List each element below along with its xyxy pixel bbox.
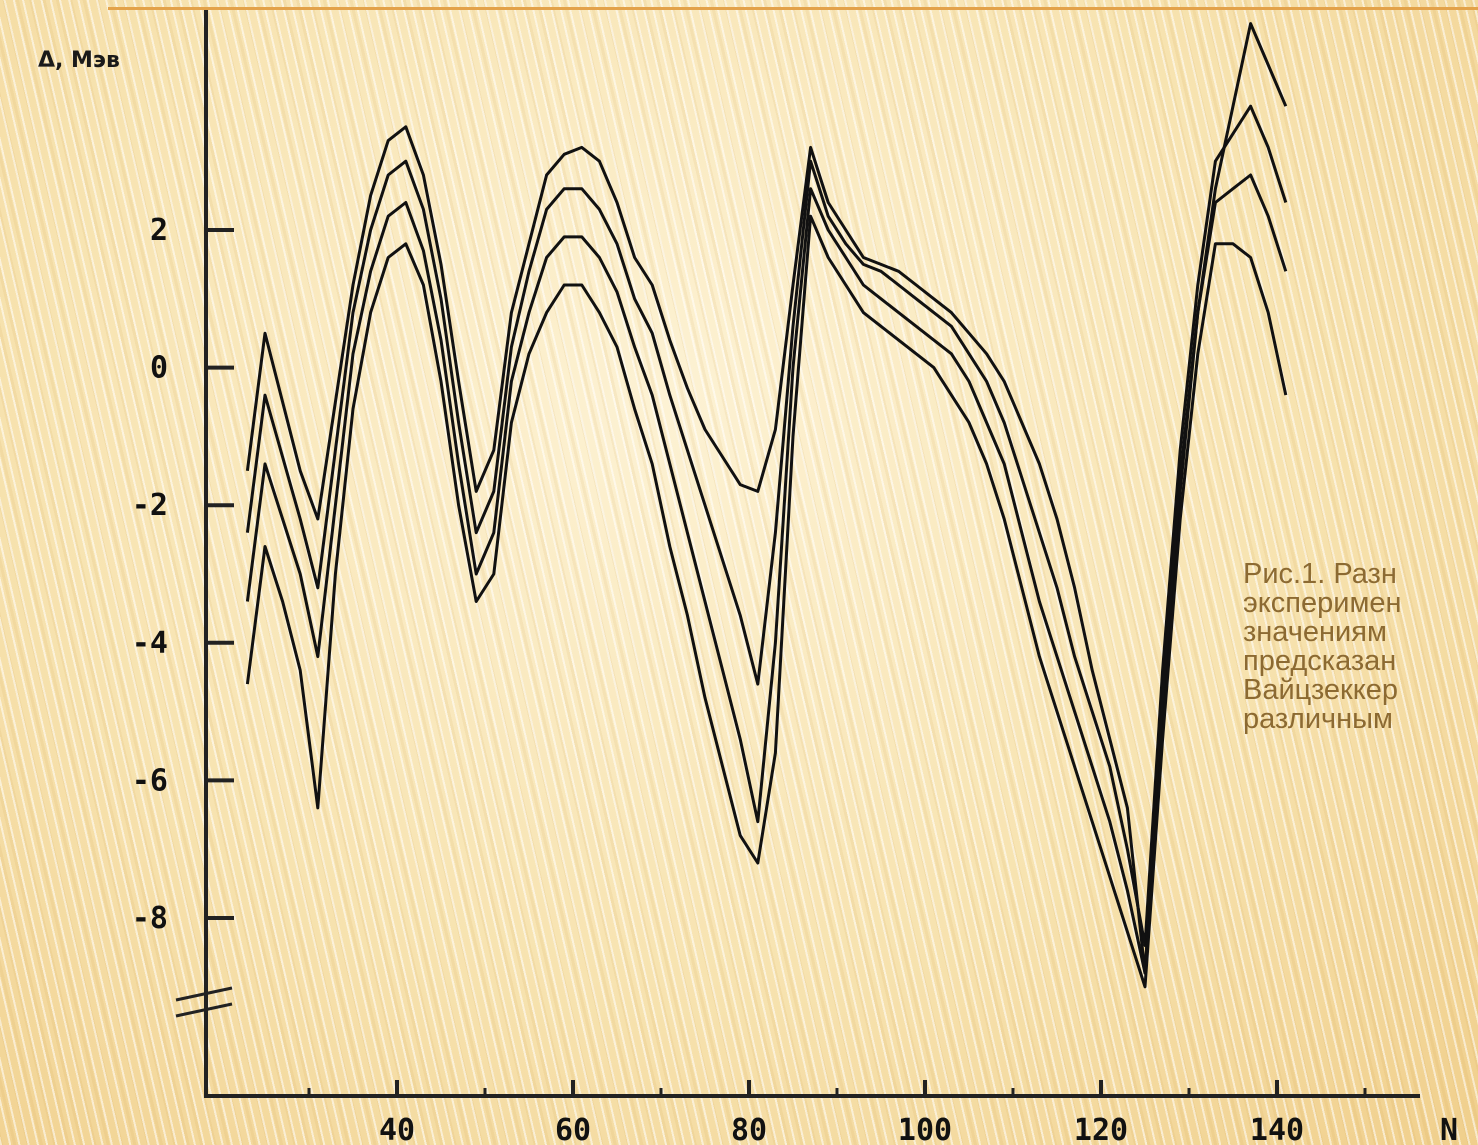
caption-line: предсказан — [1243, 645, 1397, 677]
y-tick-label: 2 — [150, 213, 168, 248]
chart-axes — [175, 10, 1420, 1098]
axis-break-mark — [175, 986, 233, 1002]
top-accent-rule — [108, 7, 1478, 10]
caption-line: Вайцзеккер — [1243, 674, 1399, 706]
series-line — [245, 22, 1288, 975]
x-tick-label: 140 — [1250, 1113, 1304, 1145]
y-tick-label: -4 — [132, 626, 168, 661]
series-line — [245, 214, 1288, 989]
y-tick-label: -6 — [132, 763, 168, 798]
x-tick-label: 100 — [898, 1113, 952, 1145]
axis-break-mark — [175, 1002, 233, 1018]
caption-line: Рис.1. Разн — [1243, 560, 1397, 590]
caption-line: эксперимен — [1243, 587, 1402, 619]
y-tick-label: -2 — [132, 488, 168, 523]
chart-series — [245, 22, 1288, 989]
series-line — [245, 104, 1288, 947]
x-tick-label: 40 — [379, 1113, 415, 1145]
y-tick-label: 0 — [150, 351, 168, 386]
figure-caption: Рис.1. Разн эксперимен значениям предска… — [1243, 560, 1478, 734]
caption-line: различным — [1243, 703, 1393, 734]
x-tick-label: 80 — [731, 1113, 767, 1145]
x-tick-label: 60 — [555, 1113, 591, 1145]
y-tick-label: -8 — [132, 901, 168, 936]
y-axis-ticks: 2 0 -2 -4 -6 -8 — [132, 213, 234, 936]
caption-line: значениям — [1243, 616, 1387, 648]
x-axis-label: N — [1440, 1113, 1458, 1145]
y-axis-label: Δ, Мэв — [38, 48, 120, 73]
x-tick-label: 120 — [1074, 1113, 1128, 1145]
series-line — [245, 173, 1288, 975]
x-axis-ticks: 40 60 80 100 120 140 — [307, 1080, 1367, 1145]
